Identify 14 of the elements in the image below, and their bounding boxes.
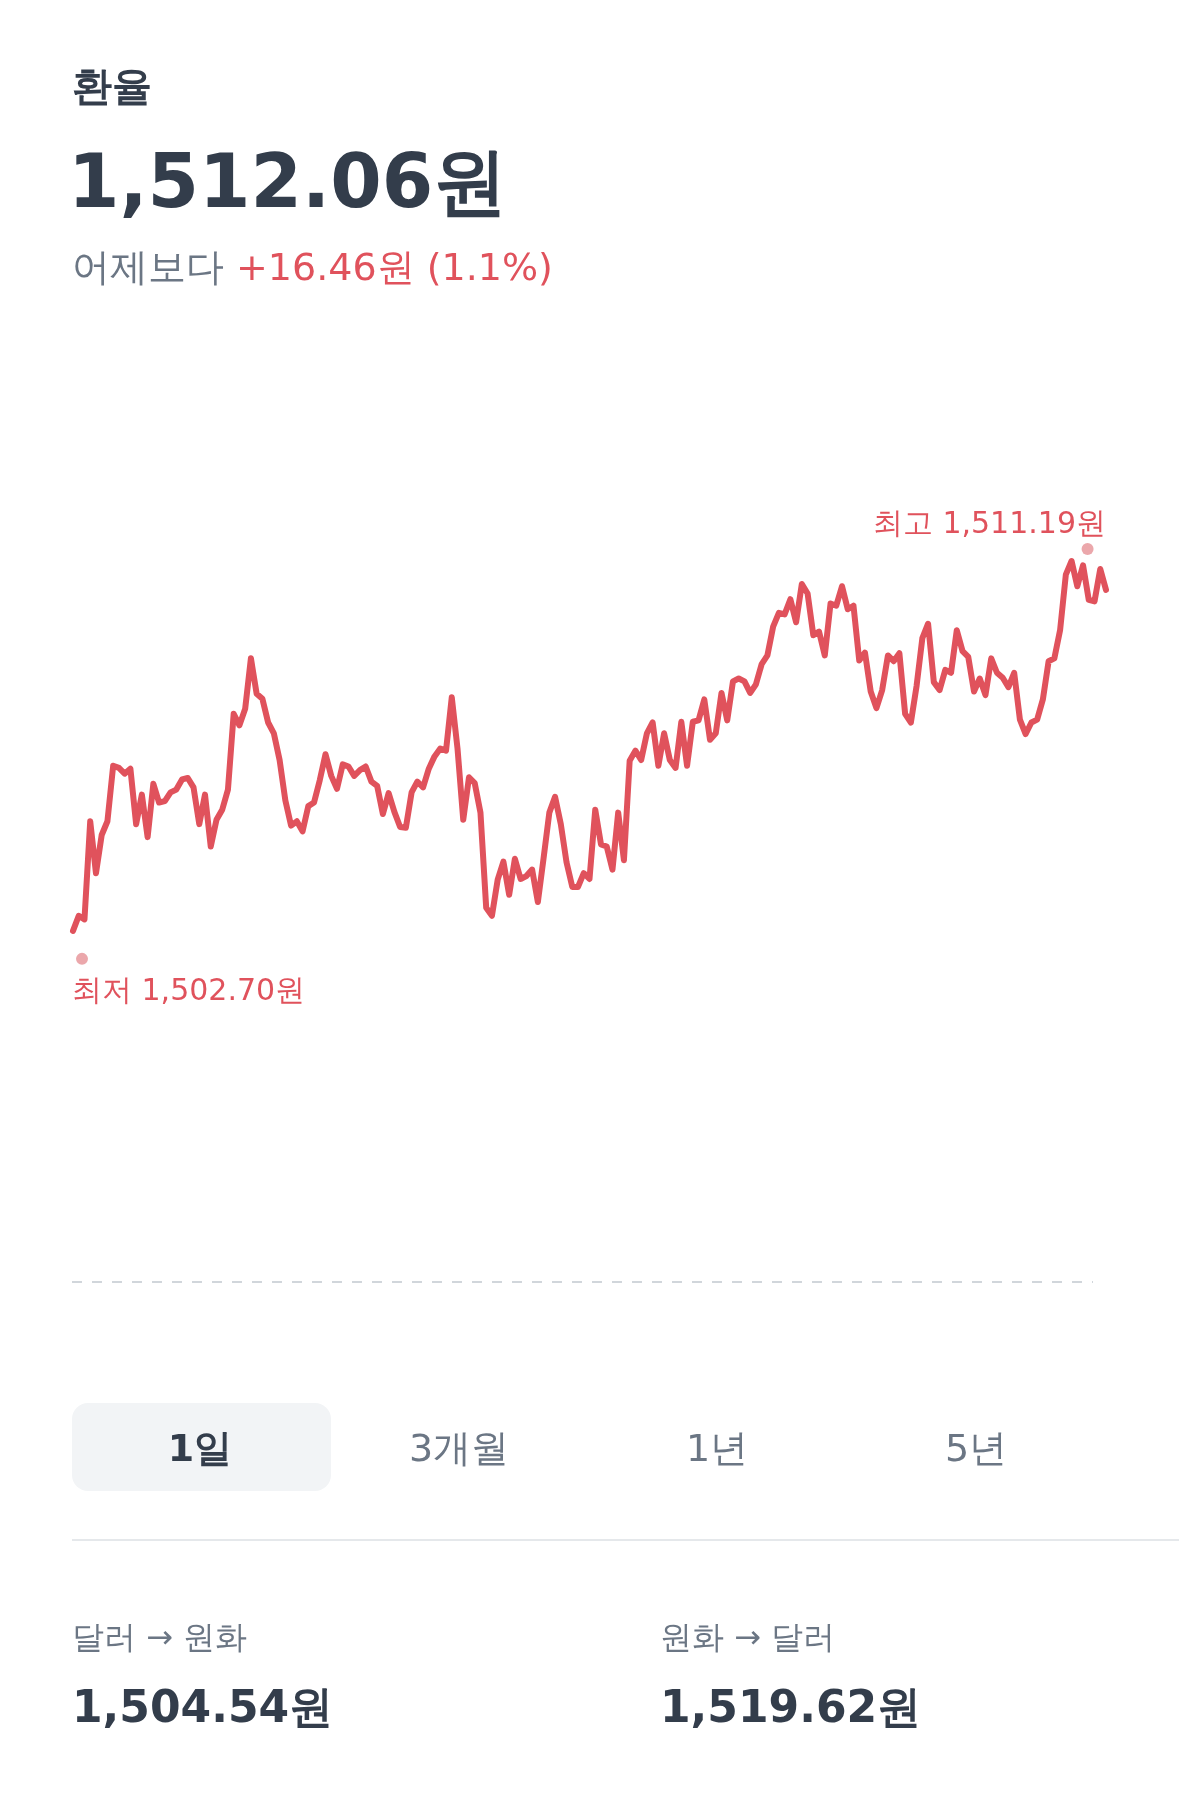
annotation: 1일 [167, 1426, 233, 1470]
annotation: 원화 → 달러 [660, 1618, 836, 1656]
annotation: 어제보다 [72, 245, 224, 289]
annotation: 최저 1,502.70원 [72, 971, 306, 1007]
annotation: 3개월 [408, 1426, 510, 1470]
annotation: 최고 1,511.19원 [872, 505, 1106, 540]
subtitle: 1,512.06원 [68, 138, 508, 224]
annotation: 1년 [685, 1426, 749, 1470]
annotation: 1,519.62원 [660, 1681, 922, 1732]
annotation: 달러 → 원화 [72, 1618, 248, 1656]
title: 환율 [72, 63, 152, 109]
annotation: 1,504.54원 [72, 1681, 334, 1732]
annotation: +16.46원 (1.1%) [236, 245, 553, 289]
annotation: 5년 [944, 1426, 1008, 1470]
